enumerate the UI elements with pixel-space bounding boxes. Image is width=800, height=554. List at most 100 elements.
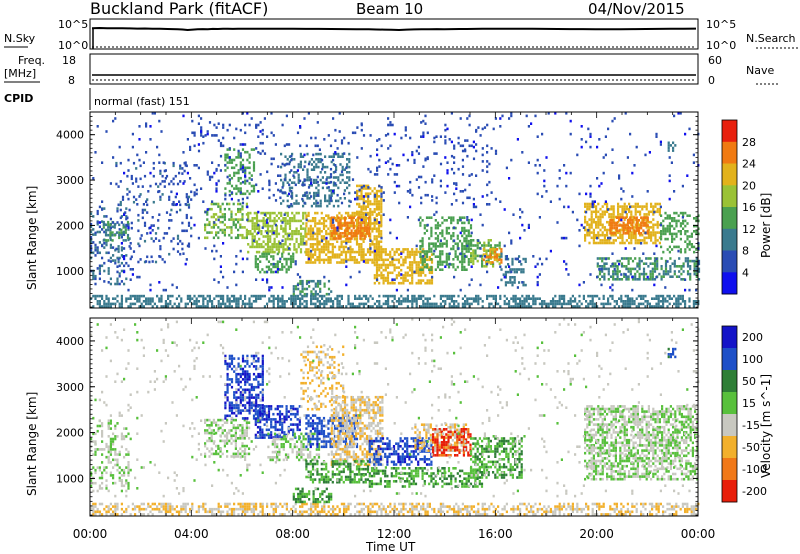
- power-echo-cell: [463, 232, 466, 235]
- power-echo-cell: [413, 158, 416, 162]
- power-echo-cell: [431, 302, 434, 306]
- power-echo-cell: [359, 237, 362, 240]
- power-echo-cell: [576, 302, 579, 306]
- power-echo-cell: [114, 302, 117, 306]
- power-echo-cell: [530, 305, 533, 308]
- power-echo-cell: [377, 211, 381, 215]
- power-echo-cell: [332, 226, 336, 230]
- power-echo-cell: [686, 245, 689, 249]
- power-echo-cell: [269, 250, 272, 254]
- power-echo-cell: [639, 239, 642, 242]
- power-echo-cell: [430, 265, 433, 269]
- power-echo-cell: [586, 202, 589, 206]
- power-echo-cell: [380, 305, 383, 308]
- power-echo-cell: [219, 210, 222, 214]
- power-echo-cell: [384, 279, 387, 282]
- power-echo-cell: [107, 305, 110, 308]
- power-echo-cell: [266, 243, 270, 246]
- power-echo-cell: [447, 216, 451, 219]
- power-echo-cell: [494, 244, 497, 247]
- power-echo-cell: [94, 282, 97, 286]
- power-echo-cell: [636, 202, 639, 206]
- power-echo-cell: [391, 300, 394, 303]
- power-echo-cell: [293, 230, 296, 233]
- power-echo-cell: [149, 288, 152, 292]
- power-echo-cell: [290, 154, 293, 158]
- power-echo-cell: [601, 275, 604, 278]
- power-echo-cell: [307, 214, 310, 217]
- power-echo-cell: [485, 244, 488, 247]
- power-echo-cell: [327, 240, 330, 243]
- power-echo-cell: [230, 231, 233, 234]
- power-echo-cell: [411, 302, 414, 306]
- power-echo-cell: [654, 223, 657, 227]
- power-echo-cell: [393, 294, 396, 298]
- power-echo-cell: [618, 262, 621, 266]
- power-echo-cell: [308, 176, 311, 179]
- power-echo-cell: [305, 294, 308, 298]
- power-echo-cell: [294, 300, 297, 303]
- power-echo-cell: [260, 211, 263, 215]
- power-echo-cell: [511, 260, 514, 263]
- power-echo-cell: [653, 257, 657, 260]
- power-echo-cell: [246, 302, 249, 306]
- power-echo-cell: [636, 239, 639, 242]
- power-echo-cell: [348, 221, 351, 225]
- power-echo-cell: [247, 214, 250, 217]
- power-echo-cell: [367, 192, 370, 195]
- power-echo-cell: [660, 275, 663, 278]
- power-echo-cell: [469, 226, 473, 230]
- power-echo-cell: [340, 250, 343, 254]
- power-echo-cell: [264, 224, 267, 228]
- power-echo-cell: [299, 302, 302, 306]
- power-echo-cell: [660, 267, 663, 271]
- power-echo-cell: [172, 177, 175, 181]
- power-echo-cell: [671, 217, 674, 220]
- power-echo-cell: [389, 294, 392, 298]
- power-echo-cell: [327, 243, 330, 246]
- power-echo-cell: [316, 258, 319, 262]
- power-echo-cell: [228, 178, 231, 181]
- power-echo-cell: [376, 169, 379, 172]
- power-echo-cell: [305, 222, 308, 225]
- power-echo-cell: [607, 302, 610, 306]
- power-echo-cell: [143, 224, 147, 227]
- power-echo-cell: [380, 215, 383, 219]
- power-echo-cell: [273, 222, 276, 225]
- power-echo-cell: [233, 148, 236, 151]
- power-echo-cell: [126, 193, 129, 196]
- power-echo-cell: [655, 244, 658, 248]
- power-echo-cell: [695, 257, 698, 260]
- power-echo-cell: [321, 239, 324, 242]
- power-echo-cell: [641, 207, 644, 211]
- power-echo-cell: [601, 205, 604, 208]
- power-echo-cell: [626, 156, 629, 159]
- power-echo-cell: [592, 241, 595, 245]
- power-echo-cell: [291, 181, 294, 184]
- power-echo-cell: [161, 258, 164, 261]
- power-echo-cell: [314, 290, 317, 293]
- power-echo-cell: [288, 155, 291, 158]
- power-echo-cell: [279, 297, 282, 300]
- power-echo-cell: [375, 276, 379, 280]
- power-echo-cell: [334, 164, 337, 167]
- power-echo-cell: [373, 281, 376, 285]
- nsearch-label: N.Search: [746, 32, 796, 45]
- power-echo-cell: [373, 197, 376, 201]
- power-echo-cell: [659, 305, 662, 308]
- power-echo-cell: [684, 302, 687, 306]
- power-echo-cell: [498, 244, 501, 247]
- power-echo-cell: [352, 216, 355, 219]
- power-echo-cell: [384, 263, 387, 267]
- power-echo-cell: [280, 211, 283, 215]
- power-echo-cell: [373, 276, 376, 280]
- power-echo-cell: [301, 287, 304, 291]
- power-echo-cell: [387, 297, 390, 300]
- power-echo-cell: [363, 234, 366, 238]
- power-echo-cell: [275, 214, 278, 217]
- power-echo-cell: [666, 305, 669, 308]
- power-echo-cell: [246, 218, 249, 222]
- power-echo-cell: [491, 261, 494, 264]
- power-echo-cell: [419, 239, 422, 243]
- power-echo-cell: [126, 187, 129, 191]
